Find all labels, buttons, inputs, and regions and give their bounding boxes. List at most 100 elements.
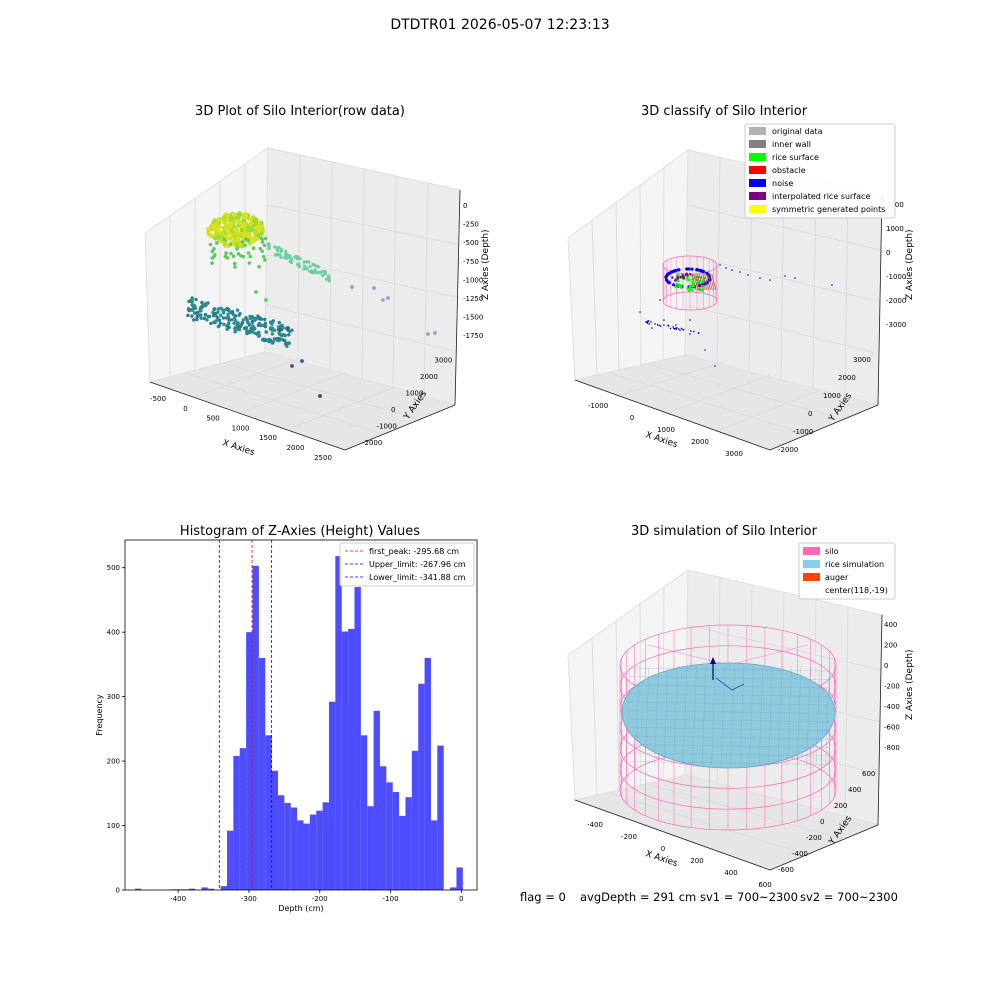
noise-point bbox=[639, 311, 641, 313]
raw-point bbox=[295, 257, 299, 261]
rice-surface-point bbox=[683, 275, 686, 279]
raw-point bbox=[236, 244, 241, 249]
noise-point bbox=[708, 274, 712, 278]
raw-point bbox=[219, 313, 223, 318]
raw-point bbox=[263, 338, 268, 342]
raw-point bbox=[253, 220, 258, 225]
interpolated-point bbox=[681, 273, 684, 277]
raw-point bbox=[230, 211, 235, 217]
noise-point bbox=[700, 269, 705, 273]
raw-point bbox=[220, 217, 225, 223]
raw-point bbox=[235, 214, 240, 220]
histogram-bar bbox=[309, 814, 317, 890]
rice-surface-point bbox=[686, 275, 689, 279]
raw-point bbox=[263, 317, 267, 322]
noise-point bbox=[664, 275, 668, 279]
rice-mesh-line bbox=[629, 667, 831, 672]
raw-point bbox=[219, 233, 225, 238]
noise-point bbox=[704, 281, 708, 285]
raw-point bbox=[228, 318, 232, 322]
raw-point bbox=[277, 245, 281, 250]
raw-point bbox=[214, 319, 218, 323]
raw-point bbox=[320, 270, 324, 274]
histogram-bar bbox=[418, 683, 425, 890]
raw-point bbox=[238, 311, 242, 316]
noise-point bbox=[659, 299, 661, 301]
raw-point bbox=[243, 213, 249, 218]
raw-point bbox=[221, 308, 225, 312]
noise-point bbox=[682, 328, 685, 331]
raw-point bbox=[231, 312, 235, 316]
raw-point bbox=[237, 313, 241, 317]
raw-point bbox=[222, 239, 227, 244]
raw-point bbox=[241, 254, 245, 259]
raw-point bbox=[231, 212, 237, 217]
raw-point bbox=[236, 252, 241, 256]
raw-point bbox=[243, 229, 249, 234]
y-tick-label: 400 bbox=[107, 629, 120, 637]
simulation-y-tick: -600 bbox=[778, 866, 794, 874]
rice-mesh-line bbox=[711, 665, 716, 767]
rice-surface-point bbox=[687, 289, 691, 293]
simulation-z-label: Z Axies (Depth) bbox=[905, 649, 915, 720]
simulation-3d-axes-box bbox=[567, 569, 883, 871]
noise-point bbox=[663, 324, 665, 326]
raw-point bbox=[194, 311, 199, 315]
raw-point bbox=[222, 219, 227, 225]
rice-mesh-line bbox=[787, 665, 792, 767]
raw-point bbox=[236, 222, 241, 227]
raw-point bbox=[287, 333, 291, 337]
noise-point bbox=[687, 285, 691, 289]
silo-base bbox=[662, 291, 718, 311]
raw-point bbox=[276, 252, 280, 257]
histogram-bar bbox=[379, 766, 387, 890]
obstacle-mark bbox=[691, 273, 697, 291]
rice-mesh-line bbox=[692, 665, 697, 767]
rice-mesh-line bbox=[629, 710, 831, 714]
raw-point bbox=[213, 311, 217, 316]
raw-y-label: Y Axies bbox=[402, 389, 430, 422]
noise-point bbox=[685, 267, 689, 271]
raw-point bbox=[230, 240, 236, 245]
raw-point bbox=[219, 230, 225, 236]
raw-point bbox=[241, 212, 246, 217]
raw-point bbox=[302, 260, 306, 264]
raw-point bbox=[227, 308, 231, 313]
raw-point bbox=[297, 262, 301, 266]
raw-point bbox=[248, 222, 253, 227]
raw-point bbox=[222, 235, 228, 240]
noise-point bbox=[674, 328, 676, 330]
raw-point bbox=[195, 314, 200, 318]
raw-point bbox=[259, 220, 264, 225]
raw-point bbox=[262, 243, 267, 248]
rice-surface-point bbox=[674, 277, 678, 281]
raw-point bbox=[308, 265, 312, 269]
legend-label: inner wall bbox=[772, 140, 811, 149]
raw-point bbox=[228, 231, 234, 236]
histogram-bar bbox=[246, 632, 253, 890]
noise-point bbox=[665, 273, 669, 277]
classify-z-tick: -3000 bbox=[886, 321, 906, 329]
raw-point bbox=[311, 271, 315, 275]
raw-point bbox=[228, 242, 233, 246]
raw-point bbox=[251, 330, 255, 334]
raw-point bbox=[285, 256, 289, 260]
noise-point bbox=[673, 269, 678, 273]
raw-point bbox=[257, 317, 262, 321]
rice-surface-point bbox=[683, 276, 686, 280]
raw-point bbox=[254, 230, 259, 235]
raw-point bbox=[310, 269, 314, 273]
raw-y-tick: 0 bbox=[391, 406, 395, 414]
rice-mesh-line bbox=[720, 665, 726, 767]
noise-point bbox=[690, 267, 694, 271]
raw-point bbox=[199, 313, 203, 317]
noise-point bbox=[671, 269, 675, 274]
histogram-bar bbox=[386, 782, 393, 890]
classify-y-label: Y Axies bbox=[827, 391, 855, 424]
classify-y-tick: -1000 bbox=[793, 428, 813, 436]
raw-point bbox=[205, 318, 209, 322]
raw-point bbox=[227, 229, 233, 235]
noise-point bbox=[666, 272, 671, 276]
noise-point bbox=[696, 268, 700, 272]
raw-point bbox=[235, 232, 240, 237]
